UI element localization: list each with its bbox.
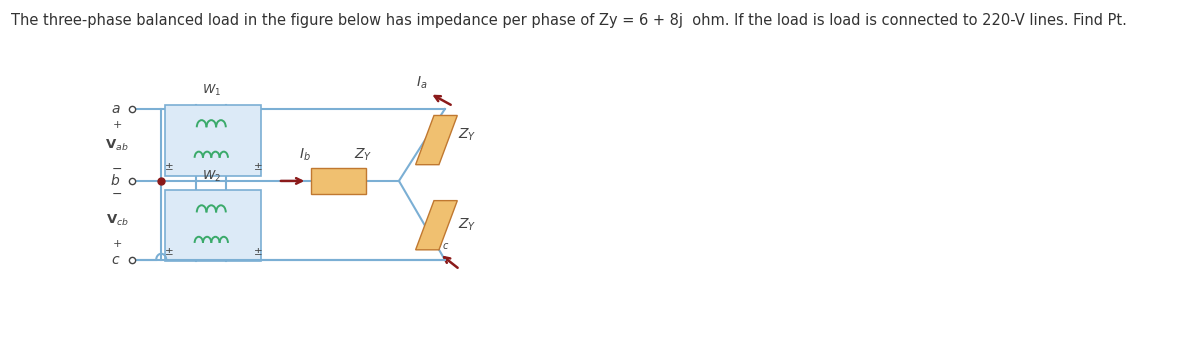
- Text: $\pm$: $\pm$: [253, 246, 263, 257]
- Text: $+$: $+$: [112, 238, 122, 250]
- Text: $\mathbf{V}_{cb}$: $\mathbf{V}_{cb}$: [106, 213, 128, 228]
- Text: $b$: $b$: [110, 173, 120, 189]
- Bar: [311, 168, 366, 194]
- Text: $\mathbf{V}_{ab}$: $\mathbf{V}_{ab}$: [106, 137, 128, 152]
- Text: $\pm$: $\pm$: [164, 161, 174, 172]
- Text: $\pm$: $\pm$: [253, 161, 263, 172]
- Text: $Z_Y$: $Z_Y$: [458, 127, 476, 143]
- Text: $W_1$: $W_1$: [202, 83, 221, 98]
- Text: $c$: $c$: [110, 253, 120, 267]
- Text: $\pm$: $\pm$: [164, 246, 174, 257]
- Text: $W_2$: $W_2$: [202, 169, 221, 184]
- Text: $a$: $a$: [110, 102, 120, 116]
- Bar: [166, 104, 262, 175]
- Polygon shape: [415, 115, 457, 165]
- Text: $Z_Y$: $Z_Y$: [458, 217, 476, 233]
- Bar: [166, 190, 262, 261]
- Text: $I_a$: $I_a$: [415, 75, 427, 91]
- Text: $+$: $+$: [112, 119, 122, 130]
- Text: $Z_Y$: $Z_Y$: [354, 147, 373, 163]
- Text: The three-phase balanced load in the figure below has impedance per phase of Zy : The three-phase balanced load in the fig…: [11, 13, 1127, 28]
- Text: $-$: $-$: [112, 187, 122, 200]
- Polygon shape: [415, 201, 457, 250]
- Text: $I_b$: $I_b$: [299, 147, 311, 163]
- Text: $I_c$: $I_c$: [438, 235, 450, 252]
- Text: $-$: $-$: [112, 162, 122, 175]
